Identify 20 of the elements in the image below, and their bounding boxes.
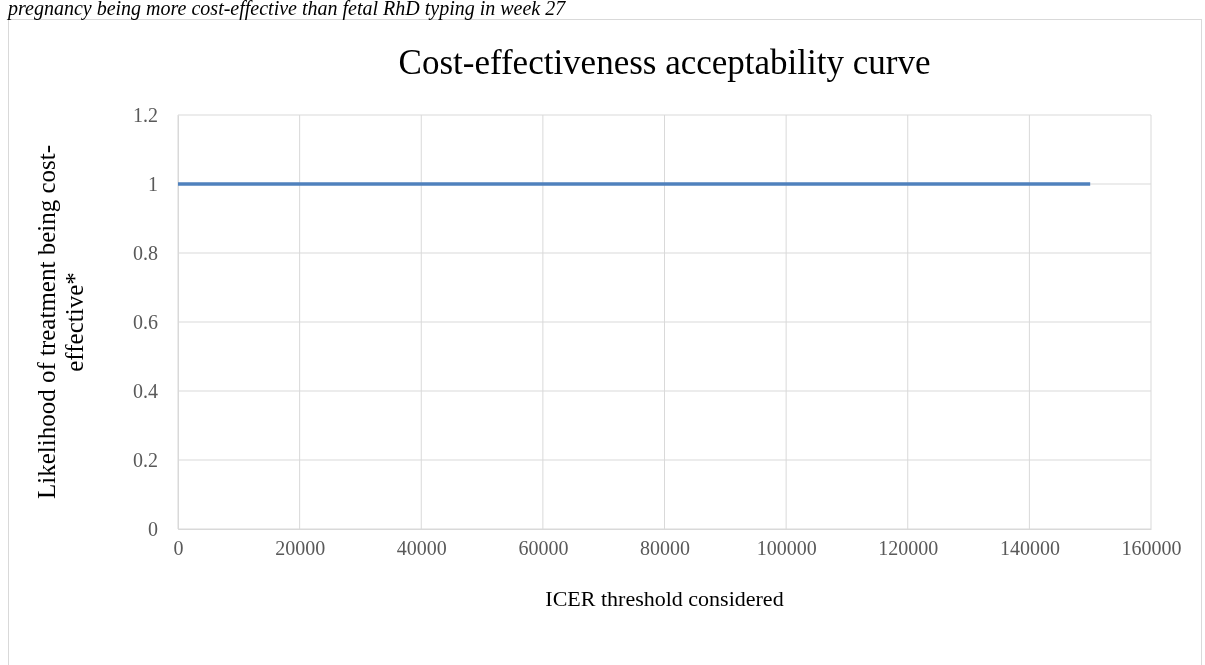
y-tick-label: 0.4 — [133, 379, 158, 402]
y-tick-label: 1 — [148, 172, 158, 195]
x-tick-label: 140000 — [999, 537, 1060, 560]
x-tick-label: 0 — [173, 537, 184, 560]
x-tick-label: 40000 — [396, 537, 447, 560]
x-tick-label: 20000 — [275, 537, 326, 560]
y-tick-label: 0.8 — [133, 241, 158, 264]
x-tick-label: 120000 — [878, 537, 939, 560]
y-tick-label: 0 — [148, 517, 158, 540]
x-tick-label: 160000 — [1121, 537, 1182, 560]
x-tick-label: 60000 — [518, 537, 569, 560]
x-tick-label: 80000 — [640, 537, 690, 560]
y-axis-title: Likelihood of treatment being cost-effective* — [33, 144, 88, 500]
y-tick-label: 0.2 — [133, 448, 158, 471]
text: pregnancy being more cost-effective than fetal RhD typing in week 27 — [6, 0, 567, 20]
chart-title: Cost-effectiveness acceptability curve — [398, 43, 931, 82]
x-axis-title: ICER threshold considered — [545, 586, 784, 611]
y-tick-label: 1.2 — [133, 103, 158, 126]
y-tick-label: 0.6 — [133, 310, 158, 333]
x-tick-label: 100000 — [756, 537, 817, 560]
